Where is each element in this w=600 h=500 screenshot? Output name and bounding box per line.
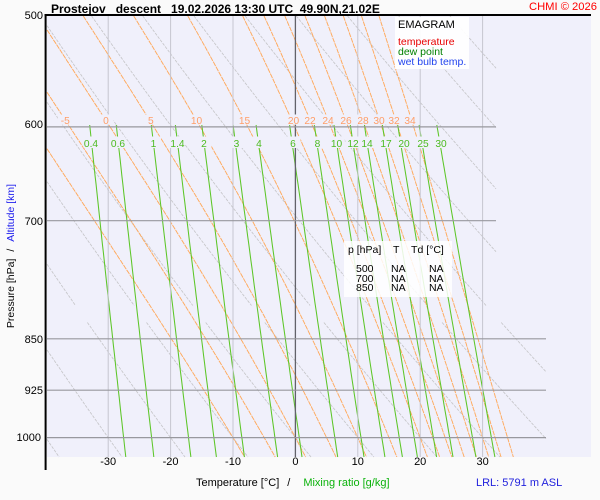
svg-text:28: 28 xyxy=(357,116,369,127)
svg-text:8: 8 xyxy=(315,139,321,150)
svg-text:10: 10 xyxy=(191,116,203,127)
svg-text:15: 15 xyxy=(239,116,251,127)
svg-text:24: 24 xyxy=(322,116,334,127)
svg-text:0.6: 0.6 xyxy=(111,139,125,150)
svg-text:20: 20 xyxy=(398,139,410,150)
svg-text:20: 20 xyxy=(288,116,300,127)
svg-text:12: 12 xyxy=(347,139,359,150)
svg-text:5: 5 xyxy=(148,116,154,127)
svg-text:22: 22 xyxy=(304,116,316,127)
svg-text:0: 0 xyxy=(103,116,109,127)
svg-text:34: 34 xyxy=(404,116,416,127)
svg-text:30: 30 xyxy=(373,116,385,127)
svg-text:10: 10 xyxy=(331,139,343,150)
svg-text:2: 2 xyxy=(201,139,207,150)
svg-text:30: 30 xyxy=(435,139,447,150)
svg-text:32: 32 xyxy=(388,116,400,127)
svg-text:6: 6 xyxy=(290,139,296,150)
svg-text:-5: -5 xyxy=(61,116,70,127)
svg-text:17: 17 xyxy=(380,139,392,150)
svg-text:4: 4 xyxy=(256,139,262,150)
svg-text:1: 1 xyxy=(151,139,157,150)
svg-text:14: 14 xyxy=(361,139,373,150)
svg-text:1.4: 1.4 xyxy=(170,139,184,150)
svg-text:25: 25 xyxy=(417,139,429,150)
svg-text:26: 26 xyxy=(340,116,352,127)
svg-text:0.4: 0.4 xyxy=(84,139,98,150)
svg-text:3: 3 xyxy=(234,139,240,150)
